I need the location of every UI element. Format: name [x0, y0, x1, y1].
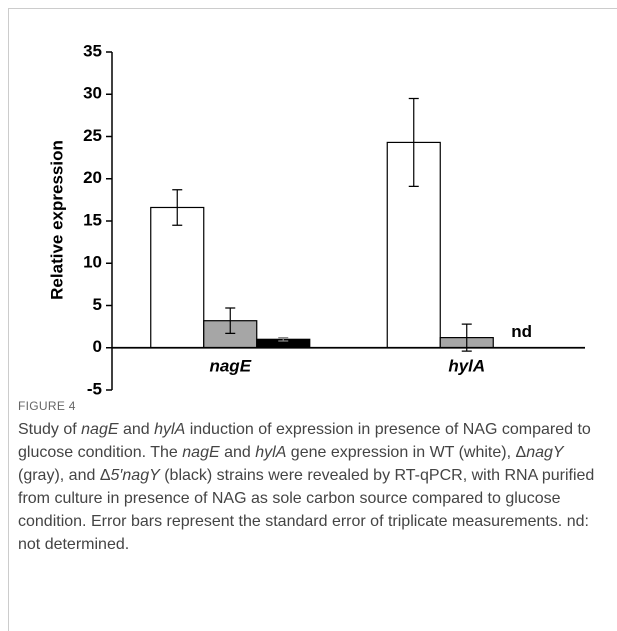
- caption-segment: 5′nagY: [110, 467, 160, 484]
- chart: Relative expression -5 0 5 10 15 20 25 30 35 nagE…: [47, 41, 585, 395]
- y-tick-label: 20: [83, 168, 102, 187]
- caption-segment: and: [219, 444, 256, 461]
- y-tick-label: 30: [83, 84, 102, 103]
- caption-segment: nagE: [182, 444, 220, 461]
- y-tick-label: 35: [83, 41, 102, 60]
- error-bar: [278, 337, 289, 342]
- y-tick-label: 10: [83, 253, 102, 272]
- caption-segment: (black) strains were revealed by RT-qPCR…: [18, 467, 595, 553]
- y-tick-label: 15: [83, 210, 102, 229]
- annotation: nd: [511, 322, 532, 341]
- y-axis-label: Relative expression: [47, 140, 66, 300]
- x-tick-label: nagE: [209, 356, 251, 375]
- bar: [150, 206, 205, 349]
- caption-segment: nagE: [81, 421, 119, 438]
- caption-segment: and: [118, 421, 155, 438]
- y-tick-label: 25: [83, 126, 102, 145]
- y-tick-label: -5: [87, 379, 102, 395]
- caption-segment: (gray), and Δ: [18, 467, 111, 484]
- y-tick-label: 5: [93, 295, 102, 314]
- figure-label: FIGURE 4: [18, 399, 76, 413]
- caption: Study of nagE and hylA induction of expr…: [18, 418, 603, 556]
- caption-segment: gene expression in WT (white), Δ: [286, 444, 527, 461]
- frame: [8, 8, 617, 631]
- x-tick-label: hylA: [448, 356, 485, 375]
- caption-segment: induction of expression in presence of N…: [18, 421, 591, 461]
- error-bar: [172, 189, 183, 226]
- error-bar: [461, 323, 472, 352]
- y-tick-label: 0: [93, 337, 102, 356]
- caption-segment: hylA: [255, 444, 287, 461]
- caption-segment: hylA: [154, 421, 186, 438]
- caption-segment: Study of: [18, 421, 82, 438]
- caption-segment: nagY: [526, 444, 564, 461]
- error-bar: [225, 307, 236, 334]
- error-bar: [408, 97, 419, 187]
